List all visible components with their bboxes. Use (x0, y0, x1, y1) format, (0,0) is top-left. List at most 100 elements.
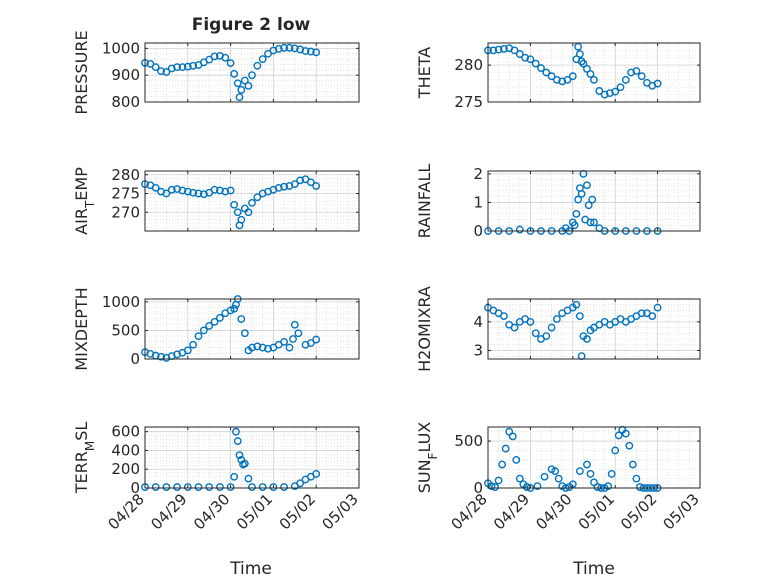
data-point (588, 195, 597, 204)
series-markers (141, 43, 321, 102)
axes-box (144, 426, 360, 489)
y-tick-label: 280 (454, 56, 483, 74)
data-point (183, 346, 192, 355)
y-axis-label: RAINFALL (415, 164, 434, 239)
data-point (178, 186, 187, 195)
data-point (253, 61, 262, 70)
data-point (296, 176, 305, 185)
data-point (653, 79, 662, 88)
axes-box (487, 42, 701, 103)
data-point (577, 189, 586, 198)
series-markers (141, 427, 321, 491)
data-point (221, 53, 230, 62)
data-point (595, 87, 604, 95)
data-point (540, 472, 549, 481)
data-point (508, 432, 517, 441)
data-point (542, 332, 551, 341)
data-point (162, 189, 171, 198)
data-point (280, 337, 288, 346)
data-point (280, 182, 288, 191)
data-point (632, 67, 641, 75)
y-tick-label: 400 (111, 441, 140, 459)
data-point (648, 312, 657, 321)
data-point (590, 75, 598, 84)
data-point (258, 343, 267, 352)
y-tick-label: 1 (473, 193, 483, 211)
data-point (628, 460, 637, 469)
data-point (583, 64, 591, 73)
data-point (586, 70, 595, 78)
data-point (237, 315, 246, 323)
data-point (625, 441, 634, 450)
data-point (173, 185, 182, 193)
data-point (636, 483, 644, 491)
axes-box (144, 298, 360, 360)
y-tick-label: 800 (111, 93, 140, 111)
y-tick-label: 1000 (102, 39, 140, 57)
data-point (235, 93, 244, 102)
data-point (637, 309, 646, 318)
subplot-theta: 275 280 THETA (415, 42, 701, 111)
data-point (240, 459, 249, 468)
data-point (584, 201, 593, 210)
data-point (521, 53, 529, 62)
data-point (264, 344, 272, 353)
data-point (290, 44, 299, 53)
data-point (510, 323, 519, 332)
data-point (568, 72, 577, 81)
data-point (312, 48, 321, 57)
data-point (248, 343, 256, 352)
data-point (290, 180, 299, 189)
data-point (189, 61, 198, 70)
data-point (312, 182, 321, 190)
data-point (258, 483, 267, 491)
subplot-rainfall: 0 1 2 RAINFALL (415, 164, 701, 240)
axes-box (487, 426, 701, 489)
data-point (586, 218, 595, 227)
data-point (611, 87, 620, 96)
data-point (244, 208, 253, 217)
series-markers (484, 42, 662, 99)
data-point (205, 321, 214, 330)
data-point (574, 195, 582, 204)
data-point (563, 75, 572, 84)
subplot-h2omixra: 3 4 H2OMIXRA (415, 286, 701, 372)
data-point (210, 317, 219, 326)
data-point (285, 43, 294, 52)
data-point (167, 185, 176, 194)
data-point (306, 47, 315, 56)
series-markers (484, 300, 662, 361)
data-point (244, 474, 253, 483)
x-axis-label-left: Time (229, 559, 272, 579)
data-point (232, 427, 240, 436)
series-markers (141, 295, 321, 362)
data-point (162, 68, 171, 76)
data-point (547, 72, 556, 81)
data-point (240, 329, 249, 338)
data-point (248, 71, 256, 80)
data-point (583, 181, 591, 190)
data-point (230, 472, 239, 481)
data-point (230, 304, 239, 313)
data-point (194, 483, 203, 491)
data-point (306, 178, 315, 187)
data-point (237, 215, 246, 224)
data-point (572, 209, 581, 218)
data-point (526, 317, 535, 326)
data-point (616, 83, 625, 92)
data-point (210, 52, 219, 61)
figure-title: Figure 2 low (192, 15, 311, 35)
data-point (498, 460, 507, 469)
axes-box (144, 170, 360, 232)
data-point (551, 467, 560, 476)
axes-box (144, 42, 360, 103)
data-point (215, 313, 224, 322)
data-point (621, 429, 630, 438)
data-point (183, 483, 192, 491)
axes-box (487, 170, 701, 232)
data-point (586, 470, 595, 478)
data-point (611, 446, 620, 455)
data-point (621, 75, 630, 84)
